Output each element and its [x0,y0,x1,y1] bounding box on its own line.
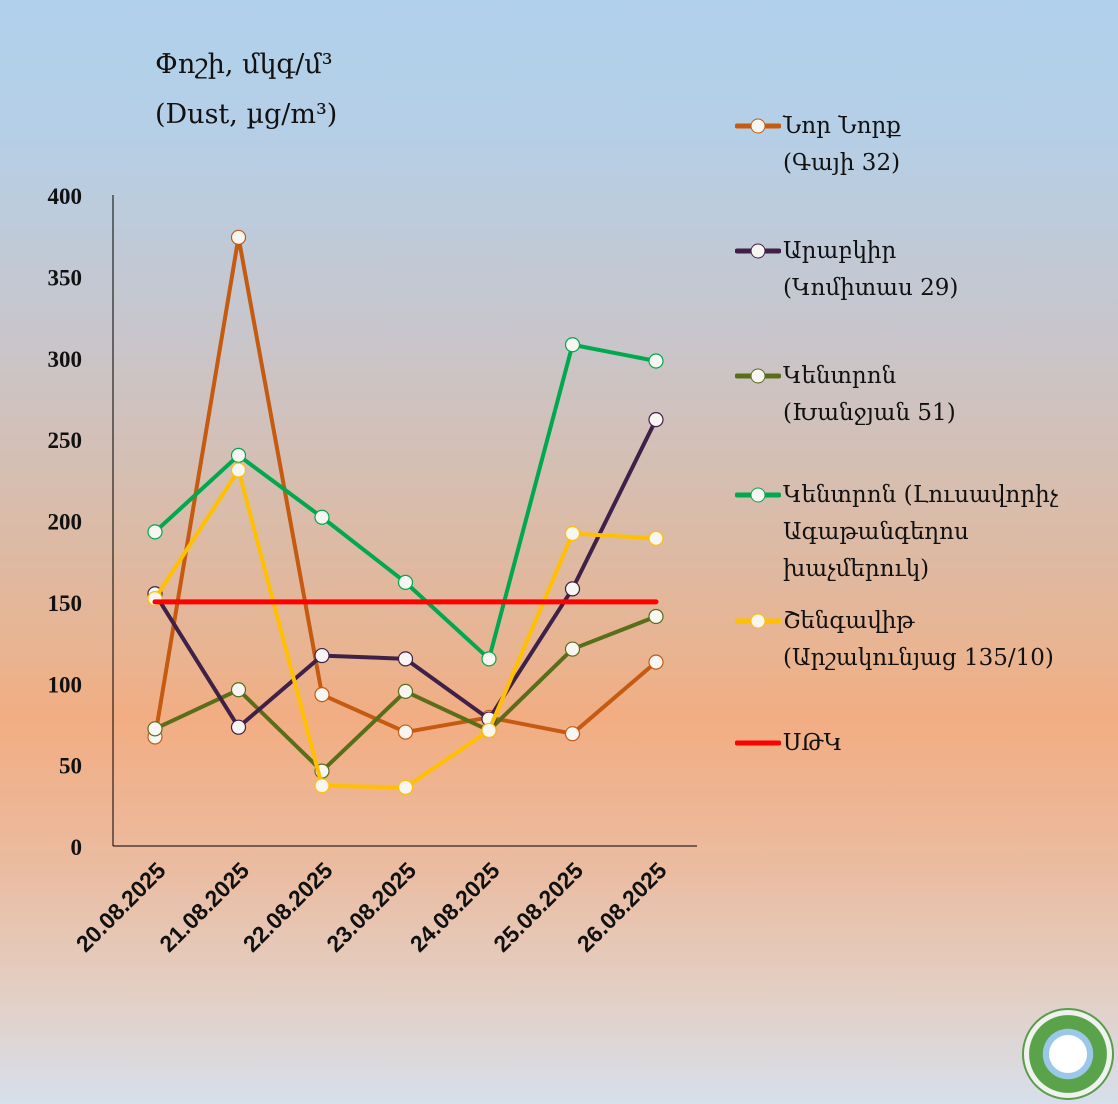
data-point [481,651,497,667]
legend-label: Շենգավիթ (Արշակունյաց 135/10) [783,608,1054,671]
data-point [147,524,163,540]
x-tick-label: 26.08.2025 [572,857,672,957]
organization-logo [1022,1008,1114,1100]
data-point [648,654,664,670]
legend-item: Կենտրոն (Խանջյան 51) [734,358,956,432]
x-tick-label: 23.08.2025 [321,857,421,957]
data-point [564,581,581,597]
data-point [314,647,330,664]
data-point [648,411,664,428]
data-point [648,353,664,369]
data-point [397,574,414,590]
y-tick-label: 200 [48,510,83,535]
data-point [230,229,247,245]
legend-label: Կենտրոն (Լուսավորիչ Ագաթանգեղոս խաչմերու… [783,482,1059,582]
y-tick-label: 50 [59,754,82,779]
legend-marker-icon [734,233,783,273]
legend-item: Արաբկիր (Կոմիտաս 29) [734,233,959,307]
x-tick-label: 22.08.2025 [238,857,338,957]
legend-marker-icon [734,108,783,148]
data-point [230,447,247,463]
series-line [153,468,658,790]
x-tick-label: 20.08.2025 [71,857,171,957]
x-tick-label: 21.08.2025 [154,857,254,957]
y-tick-label: 0 [71,835,83,860]
data-point [648,530,664,547]
x-tick-label: 24.08.2025 [405,857,505,957]
data-point [230,719,247,735]
data-point [230,462,247,478]
data-point [230,682,247,698]
y-tick-label: 400 [48,184,83,209]
series-2 [147,608,664,779]
data-point [648,608,664,625]
data-point [314,778,330,794]
data-point [564,726,581,742]
legend-marker-icon [734,358,783,398]
data-point [147,721,163,737]
legend-label: Արաբկիր (Կոմիտաս 29) [783,238,959,301]
chart-title: Փոշի, մկգ/մ³ (Dust, µg/m³) [155,40,337,140]
legend-item: Շենգավիթ (Արշակունյաց 135/10) [734,603,1054,677]
data-point [564,641,581,657]
legend-marker-icon [734,603,783,643]
legend-item: ՍԹԿ [734,725,843,765]
y-tick-label: 250 [48,428,83,453]
legend-item: Կենտրոն (Լուսավորիչ Ագաթանգեղոս խաչմերու… [734,477,1059,588]
data-point [397,779,414,796]
legend-label: Կենտրոն (Խանջյան 51) [783,363,956,426]
data-point [397,651,414,667]
y-tick-label: 100 [48,672,83,697]
data-point [397,724,414,740]
y-tick-label: 350 [48,265,83,290]
legend-label: Նոր Նորք (Գայի 32) [783,113,901,176]
title-english: (Dust, µg/m³) [155,99,338,130]
data-point [564,525,581,542]
y-tick-label: 300 [48,347,83,372]
data-point [314,509,330,525]
series-line [153,342,658,661]
legend-marker-icon [734,725,783,765]
legend-label: ՍԹԿ [783,730,843,756]
series-3 [147,337,664,667]
data-point [314,687,330,703]
data-point [397,683,414,699]
data-point [481,722,497,739]
title-armenian: Փոշի, մկգ/մ³ [155,49,333,80]
data-point [564,337,581,353]
series-0 [147,229,664,745]
legend-item: Նոր Նորք (Գայի 32) [734,108,901,182]
legend-marker-icon [734,477,783,517]
y-tick-label: 150 [48,591,83,616]
x-tick-label: 25.08.2025 [488,857,588,957]
series-4 [147,462,664,796]
